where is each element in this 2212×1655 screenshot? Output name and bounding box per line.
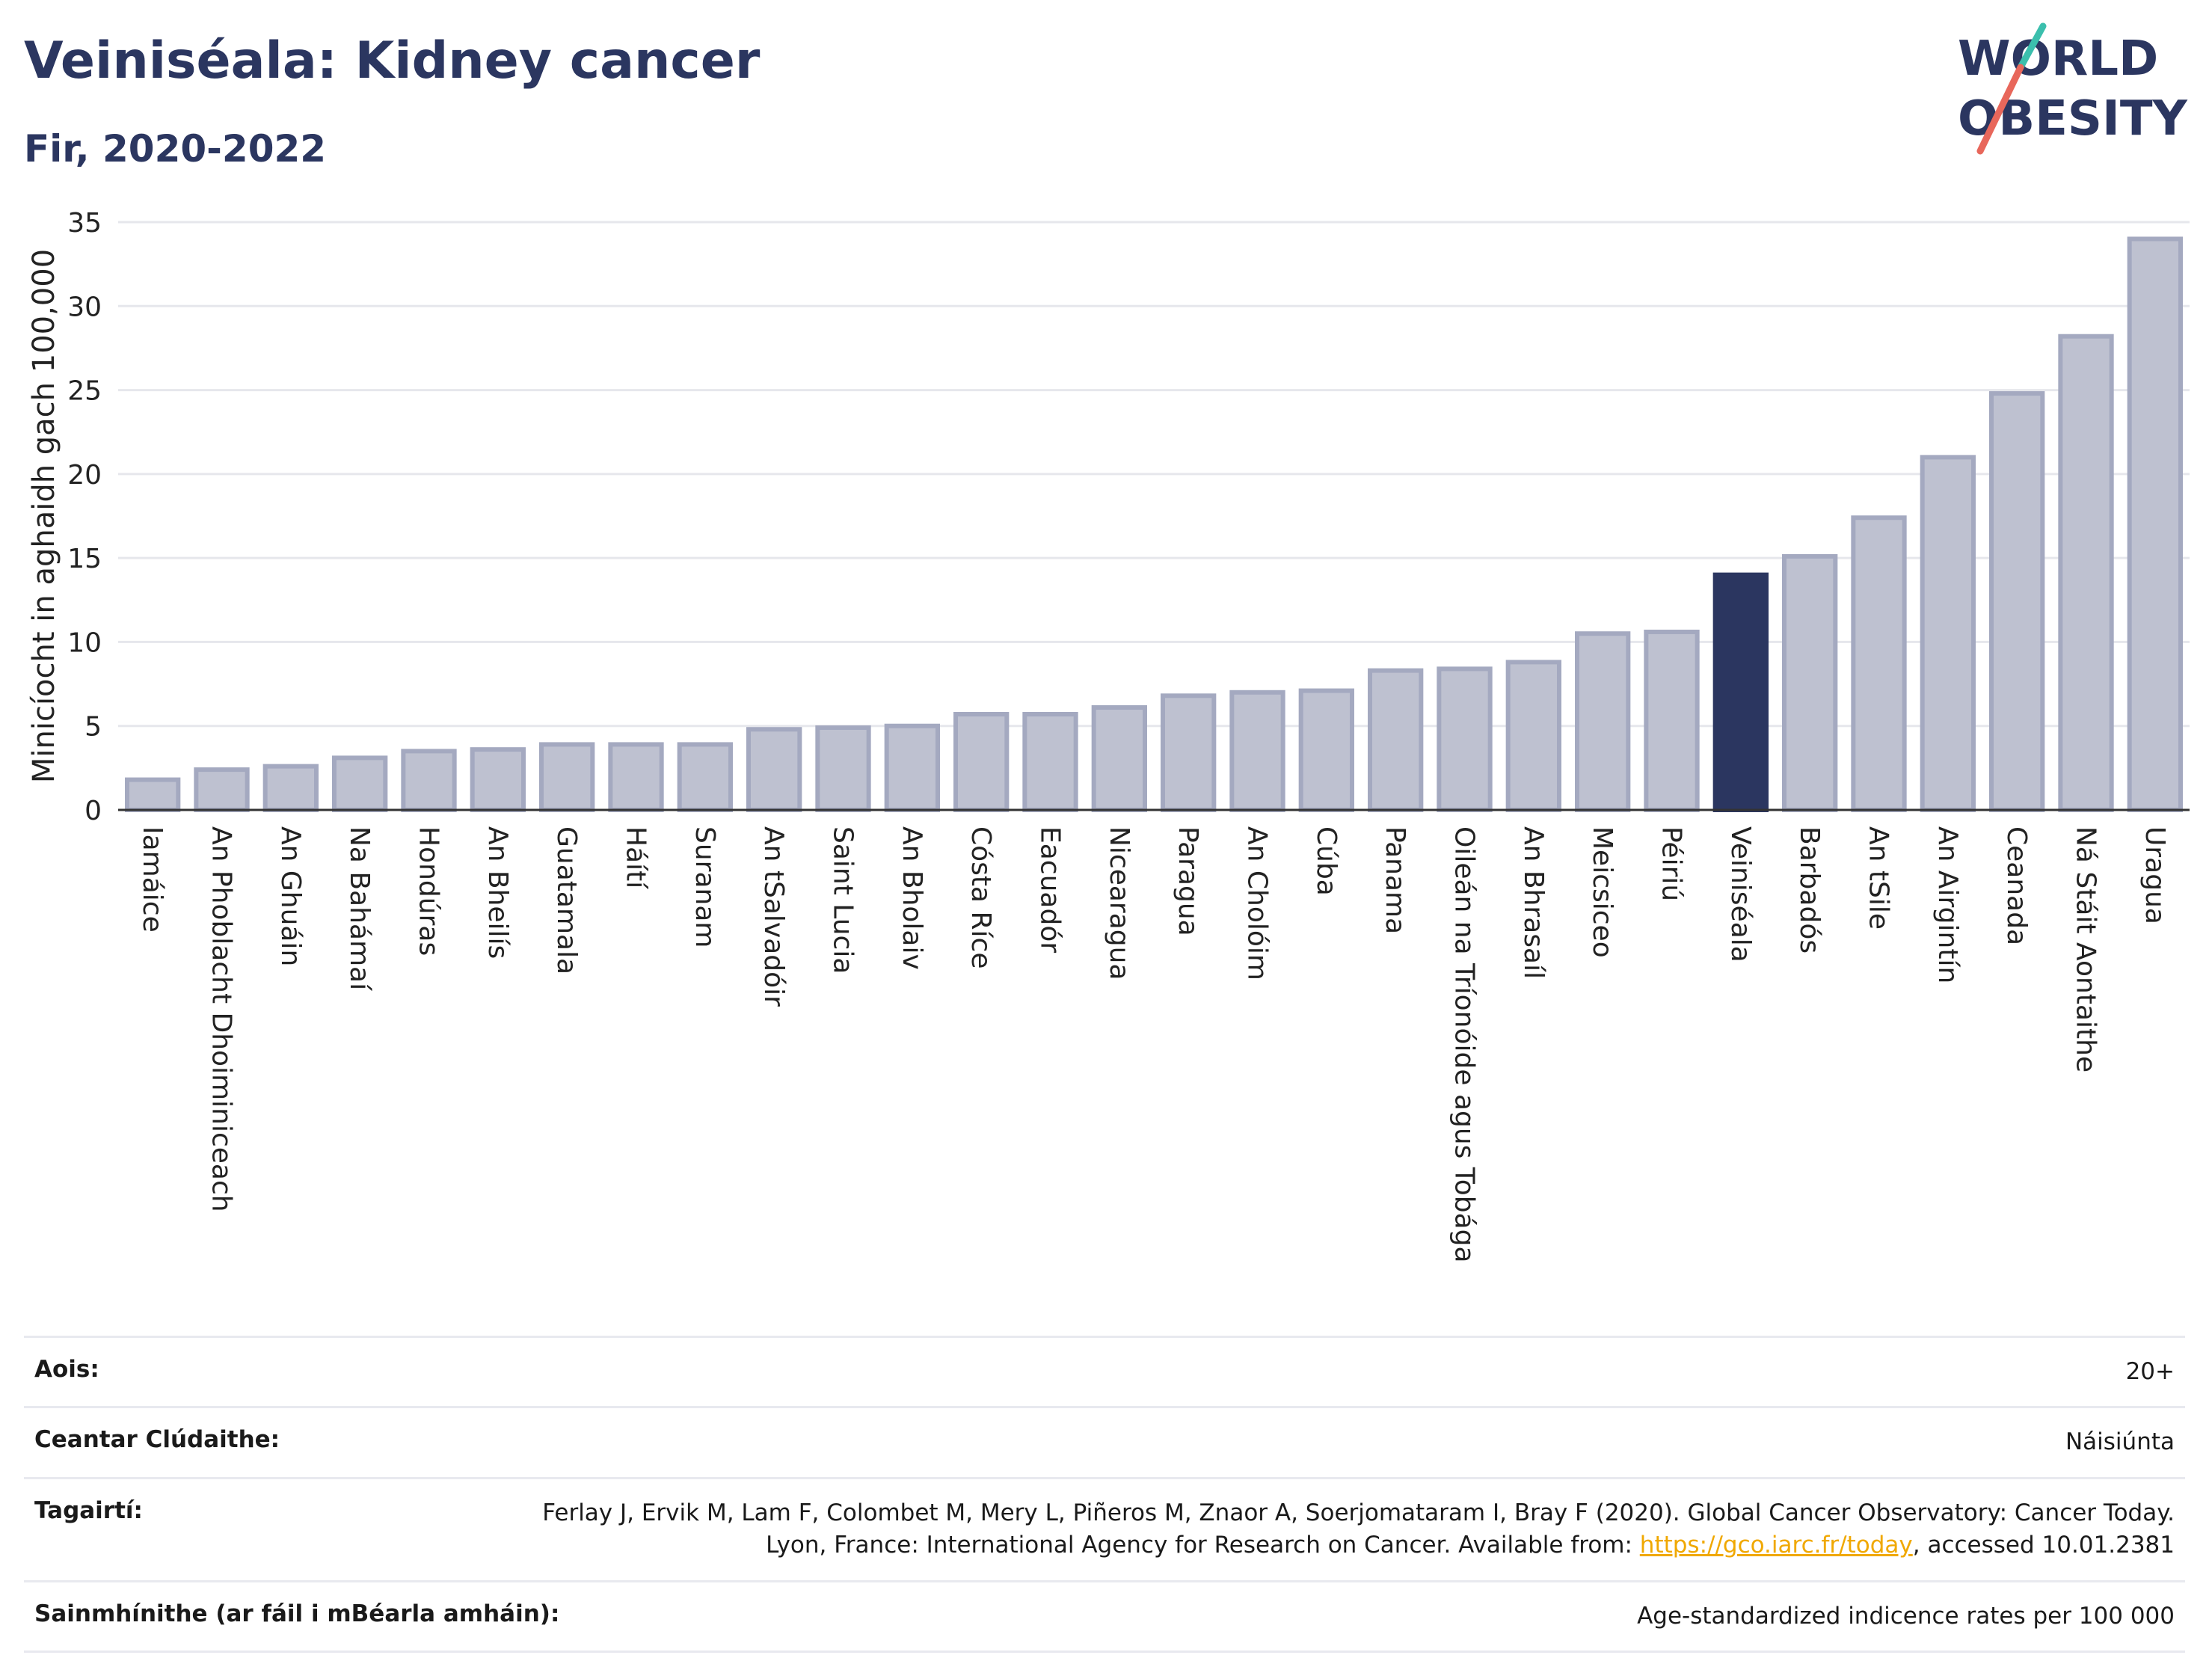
x-tick-label: Hondúras — [414, 826, 444, 956]
bar-7 — [608, 742, 664, 812]
bar-5 — [470, 747, 526, 813]
info-label: Aois: — [34, 1356, 99, 1383]
x-tick-label: Veiniséala — [1725, 826, 1756, 962]
chart-subtitle: Fir, 2020-2022 — [24, 127, 327, 171]
bar-2 — [262, 764, 319, 813]
bar-4 — [401, 749, 457, 813]
info-value: Ferlay J, Ervik M, Lam F, Colombet M, Me… — [542, 1499, 2175, 1559]
y-tick-label: 0 — [85, 796, 102, 826]
info-row-age: Aois: 20+ — [24, 1336, 2185, 1406]
bar-23 — [1712, 572, 1769, 812]
info-row-references: Tagairtí: Ferlay J, Ervik M, Lam F, Colo… — [24, 1476, 2185, 1580]
x-tick-label: Barbadós — [1794, 826, 1825, 954]
x-tick-label: Háítí — [621, 826, 651, 889]
x-tick-label: An Bholaiv — [897, 826, 927, 970]
bar-24 — [1782, 553, 1838, 812]
bar-26 — [1920, 455, 1976, 813]
x-tick-label: An Airgintín — [1932, 826, 1963, 983]
x-tick-label: An tSalvadóir — [758, 826, 789, 1007]
bar-1 — [194, 767, 250, 813]
y-tick-label: 15 — [67, 544, 102, 574]
bar-chart: 0 5 10 15 20 25 30 35 Iamáice An Phoblacht Dhoim… — [27, 208, 2190, 1263]
x-tick-label: Panama — [1380, 826, 1410, 934]
bar-3 — [332, 755, 388, 813]
bar-16 — [1229, 690, 1285, 812]
bar-28 — [2058, 334, 2114, 812]
info-row-coverage: Ceantar Clúdaithe: Náisiúnta — [24, 1406, 2185, 1476]
bar-14 — [1091, 705, 1147, 812]
bar-15 — [1161, 693, 1217, 813]
x-tick-label: An tSile — [1864, 826, 1894, 930]
x-tick-label: Paragua — [1173, 826, 1203, 936]
x-axis-ticks: Iamáice An Phoblacht Dhoiminiceach An Ghuá… — [137, 826, 2170, 1263]
svg-text:WORLD: WORLD — [1958, 31, 2158, 87]
info-value: 20+ — [2125, 1358, 2175, 1385]
x-tick-label: Meicsiceo — [1587, 826, 1617, 958]
y-tick-label: 30 — [67, 292, 102, 322]
x-tick-label: Péiriú — [1656, 826, 1687, 901]
x-tick-label: Na Bahámaí — [344, 826, 375, 991]
x-tick-label: An Bheilís — [482, 826, 513, 959]
x-tick-label: Suranam — [689, 826, 720, 948]
x-tick-label: Eacuadór — [1035, 826, 1066, 953]
info-table: Aois: 20+ Ceantar Clúdaithe: Náisiúnta T… — [24, 1336, 2185, 1653]
x-tick-label: Saint Lucia — [828, 826, 858, 974]
bar-10 — [815, 725, 871, 813]
y-tick-label: 25 — [67, 376, 102, 407]
x-tick-label: Ná Stáit Aontaithe — [2071, 826, 2101, 1072]
x-tick-label: An Cholóim — [1242, 826, 1273, 980]
bar-6 — [539, 742, 595, 812]
bar-22 — [1644, 629, 1700, 812]
y-tick-label: 10 — [67, 627, 102, 658]
chart-title: Veiniséala: Kidney cancer — [24, 31, 761, 90]
bar-9 — [746, 727, 802, 812]
x-tick-label: Uragua — [2139, 826, 2170, 924]
bar-13 — [1022, 711, 1078, 812]
y-axis-label: Minicíocht in aghaidh gach 100,000 — [27, 249, 61, 783]
y-tick-label: 20 — [67, 460, 102, 491]
bar-29 — [2127, 236, 2183, 812]
y-tick-label: 5 — [85, 712, 102, 743]
x-tick-label: Cúba — [1311, 826, 1342, 896]
bar-0 — [125, 777, 181, 813]
info-label: Sainmhínithe (ar fáil i mBéarla amháin): — [34, 1600, 560, 1627]
x-tick-label: Guatamala — [551, 826, 582, 974]
info-label: Ceantar Clúdaithe: — [34, 1426, 280, 1454]
x-tick-label: Oileán na Tríonóide agus Tobága — [1449, 826, 1480, 1263]
x-tick-label: An Phoblacht Dhoiminiceach — [206, 826, 237, 1212]
info-value: Age-standardized indicence rates per 100… — [1637, 1602, 2175, 1630]
x-tick-label: An Ghuáin — [275, 826, 306, 966]
x-tick-label: Nicearagua — [1104, 826, 1134, 980]
bar-18 — [1368, 668, 1424, 812]
x-tick-label: Ceanada — [2001, 826, 2032, 945]
info-label: Tagairtí: — [34, 1496, 143, 1524]
bar-25 — [1851, 515, 1907, 812]
world-obesity-logo: WORLD OBESITY — [1958, 22, 2187, 155]
bars — [125, 236, 2183, 813]
bar-20 — [1505, 660, 1561, 812]
x-tick-label: An Bhrasaíl — [1518, 826, 1549, 979]
reference-link[interactable]: https://gco.iarc.fr/today — [1639, 1532, 1913, 1559]
bar-19 — [1437, 666, 1493, 812]
info-value: Náisiúnta — [2065, 1428, 2175, 1456]
bar-12 — [953, 711, 1010, 812]
y-tick-label: 35 — [67, 208, 102, 239]
x-tick-label: Cósta Ríce — [965, 826, 996, 969]
y-axis-ticks: 0 5 10 15 20 25 30 35 — [67, 208, 102, 826]
bar-11 — [884, 723, 940, 813]
x-tick-label: Iamáice — [137, 826, 168, 933]
bar-8 — [677, 742, 733, 812]
bar-17 — [1298, 688, 1354, 812]
info-row-definitions: Sainmhínithe (ar fáil i mBéarla amháin):… — [24, 1579, 2185, 1653]
bar-21 — [1575, 631, 1631, 813]
bar-27 — [1989, 391, 2045, 812]
